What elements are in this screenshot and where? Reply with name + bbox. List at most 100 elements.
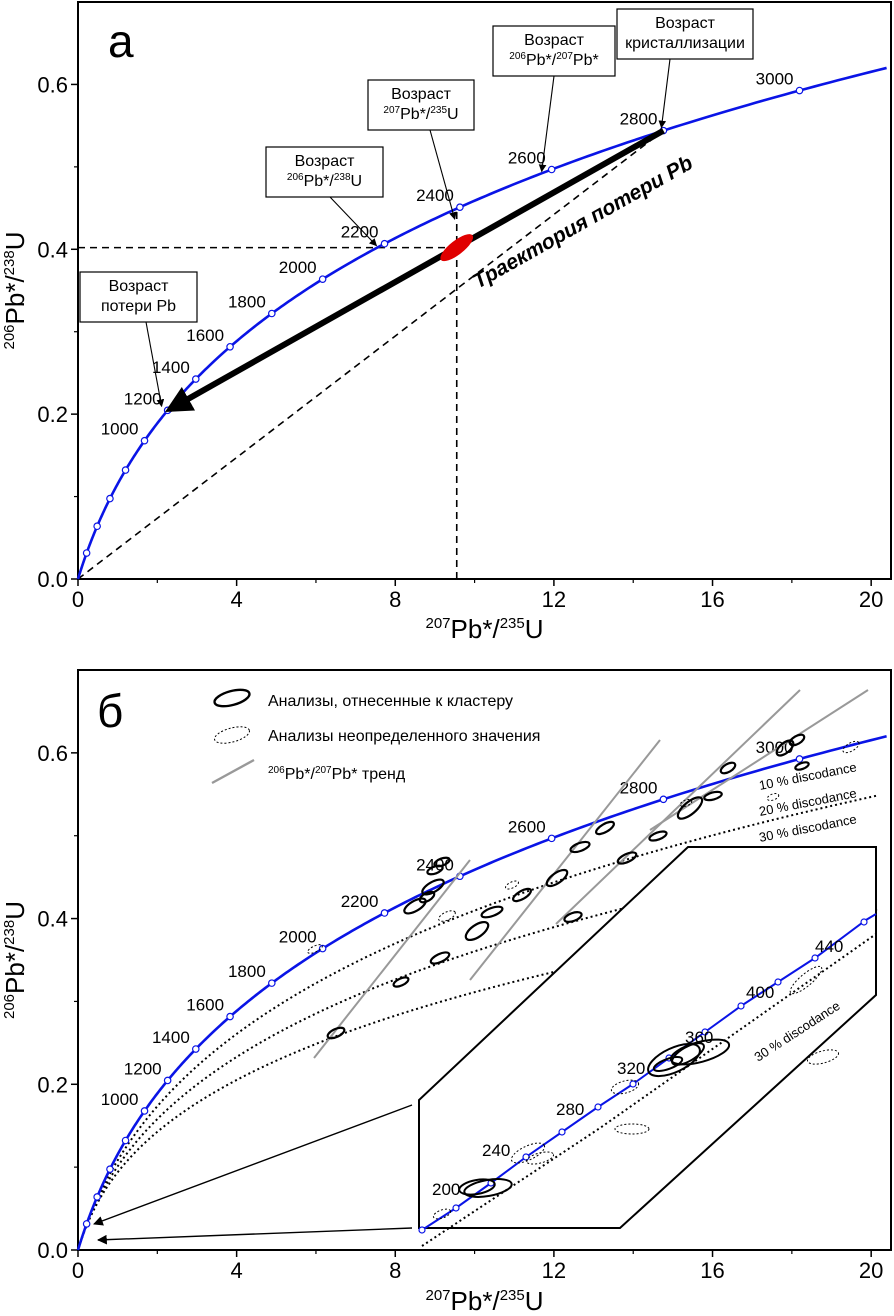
axis-label-sup: 206	[1, 994, 18, 1019]
y-tick-label: 0.2	[37, 1072, 68, 1097]
inset-uncertain-ellipse	[525, 1151, 555, 1165]
box-sup: 206	[287, 172, 304, 183]
panel-a: 0 4 8 12 16 200.00.20.40.6а207Pb*/235U206Pb*/…	[0, 1, 892, 644]
trend-line	[555, 689, 801, 925]
concordia-age-label: 1400	[152, 1028, 190, 1047]
axis-label-main: Pb*/	[0, 944, 30, 994]
inset-uncertain-ellipse	[510, 1142, 546, 1164]
pb206-u238-age-pointer	[329, 196, 378, 247]
concordia-marker	[82, 549, 91, 557]
uncertain-ellipse	[679, 799, 693, 807]
discordance-curve	[77, 908, 879, 1248]
inset-age-label: 360	[685, 1028, 713, 1047]
analysis-ellipse	[440, 234, 474, 262]
x-tick-label: 4	[231, 587, 243, 612]
cluster-ellipse	[433, 856, 451, 868]
inset-uncertain-ellipse	[432, 1208, 452, 1220]
discordance-curve	[77, 794, 879, 1248]
concordia-curve	[76, 66, 887, 580]
x-tick-label: 16	[700, 1258, 724, 1283]
pb207-u235-age-line1: Возраст	[391, 86, 452, 103]
inset-cluster-ellipse	[652, 1056, 684, 1072]
concordia-age-label: 2000	[279, 258, 317, 277]
cluster-ellipse	[569, 840, 591, 854]
concordia-marker	[191, 1045, 200, 1053]
pb-loss-age-line1: Возраст	[109, 278, 170, 295]
concordia-age-label: 3000	[756, 70, 794, 89]
legend-trend-line-icon	[211, 758, 255, 785]
inset-age-label: 400	[746, 983, 774, 1002]
axis-label-sup: 207	[426, 1287, 451, 1304]
box-sup: 206	[509, 51, 526, 62]
concordia-curve	[76, 735, 887, 1251]
inset-concordia-marker	[594, 1103, 602, 1111]
x-axis-label: 207Pb*/235U	[426, 1286, 544, 1316]
concordia-marker	[82, 1220, 91, 1228]
plot-frame	[77, 669, 892, 1251]
pb206-pb207-age-pointer	[538, 75, 555, 173]
pb206-u238-age-line1: Возраст	[295, 153, 356, 170]
axis-label-main: U	[0, 901, 30, 920]
y-tick-label: 0.0	[37, 567, 68, 592]
axis-label-main: U	[0, 232, 30, 251]
concordia-age-label: 1000	[101, 420, 139, 439]
inset-age-label: 200	[432, 1180, 460, 1199]
box-text-part: Pb*/	[400, 106, 431, 123]
concordia-age-label: 2000	[279, 928, 317, 947]
cluster-ellipse	[794, 761, 810, 771]
y-tick-label: 0.6	[37, 72, 68, 97]
cluster-ellipse	[421, 878, 445, 896]
concordia-marker	[140, 1107, 149, 1115]
cluster-ellipse	[326, 1026, 346, 1040]
concordia-age-label: 2200	[341, 223, 379, 242]
concordia-marker	[140, 436, 149, 445]
uncertain-ellipse	[842, 740, 860, 754]
concordia-marker	[226, 1012, 234, 1021]
y-tick-label: 0.0	[37, 1238, 68, 1263]
zoom-arrow	[97, 1227, 413, 1245]
inset-concordia-marker	[522, 1153, 530, 1161]
pb-loss-trajectory	[164, 128, 665, 413]
panel-b: 0 4 8 12 16 200.00.20.40.6б207Pb*/235U206Pb*/…	[0, 669, 892, 1316]
legend-dotted-ellipse-icon	[214, 726, 250, 744]
crystallization-age-pointer	[658, 58, 671, 129]
concordia-marker	[93, 1193, 101, 1201]
inset-concordia-marker	[629, 1080, 637, 1088]
cluster-ellipse	[403, 897, 427, 915]
uncertain-ellipse	[307, 944, 323, 954]
x-tick-label: 12	[542, 587, 566, 612]
box-text-part: Pb*	[573, 52, 599, 69]
inset-cluster-ellipse	[463, 1178, 513, 1198]
inset-frame	[418, 846, 877, 1229]
concordia-marker	[547, 165, 556, 174]
pb207-pb206-age-chord	[77, 129, 664, 580]
cluster-ellipse	[418, 890, 436, 904]
box-sup: 207	[383, 105, 400, 116]
pb207-u235-age-pointer	[429, 129, 457, 220]
concordia-age-label: 1000	[101, 1090, 139, 1109]
inset-cluster-ellipse	[671, 1042, 705, 1066]
uncertain-ellipse	[766, 793, 780, 801]
concordia-age-label: 1200	[124, 389, 162, 408]
x-tick-label: 12	[542, 1258, 566, 1283]
inset-age-label: 240	[482, 1141, 510, 1160]
concordia-marker	[93, 522, 101, 531]
cluster-ellipse	[480, 905, 504, 919]
cluster-ellipse	[648, 830, 668, 842]
inset-age-label: 440	[815, 937, 843, 956]
trend-line	[469, 739, 661, 981]
inset-cluster-ellipse	[458, 1178, 496, 1196]
pb206-u238-age-box	[265, 146, 384, 198]
pb-loss-age-line2: потери Pb	[101, 298, 176, 315]
inset-concordia-marker	[737, 1002, 745, 1010]
cluster-ellipse	[788, 733, 806, 747]
uncertain-ellipse	[438, 910, 456, 922]
cluster-ellipse	[512, 887, 532, 903]
y-axis-label: 206Pb*/238U	[0, 901, 30, 1019]
box-text-part: потери Pb	[101, 298, 176, 315]
concordia-age-label: 1600	[186, 326, 224, 345]
legend-part: Pb* тренд	[332, 766, 406, 783]
axis-label-sup: 238	[1, 250, 18, 275]
